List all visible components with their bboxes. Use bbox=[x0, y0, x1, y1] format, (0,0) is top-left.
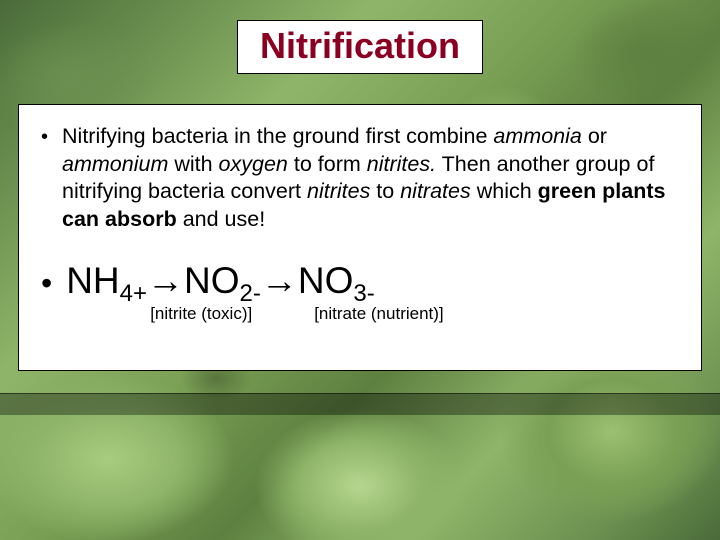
label-nitrate: [nitrate (nutrient)] bbox=[314, 304, 443, 324]
formula-subscript: 2- bbox=[240, 281, 261, 307]
formula-part: NO bbox=[184, 261, 240, 302]
para-seg: Nitrifying bacteria in the ground first … bbox=[62, 124, 493, 148]
para-italic: nitrates bbox=[400, 179, 471, 203]
para-italic: ammonium bbox=[62, 152, 168, 176]
para-seg: to form bbox=[288, 152, 367, 176]
para-seg: and use! bbox=[177, 207, 265, 231]
formula-wrap: NH4+→NO2-→NO3- [nitrite (toxic)] [nitrat… bbox=[66, 261, 443, 324]
para-italic: nitrites. bbox=[367, 152, 436, 176]
para-italic: nitrites bbox=[307, 179, 370, 203]
slide-title: Nitrification bbox=[260, 25, 460, 66]
chemical-formula: NH4+→NO2-→NO3- bbox=[66, 261, 443, 302]
arrow-icon: → bbox=[147, 261, 184, 302]
label-nitrite: [nitrite (toxic)] bbox=[150, 304, 314, 324]
para-italic: ammonia bbox=[493, 124, 581, 148]
formula-part: NH bbox=[66, 261, 119, 302]
para-seg: or bbox=[582, 124, 607, 148]
formula-part: NO bbox=[298, 261, 354, 302]
paragraph-text: Nitrifying bacteria in the ground first … bbox=[62, 123, 679, 233]
bullet-dot-icon: • bbox=[41, 123, 48, 151]
formula-subscript: 3- bbox=[353, 281, 374, 307]
para-seg: which bbox=[471, 179, 538, 203]
bullet-paragraph: • Nitrifying bacteria in the ground firs… bbox=[41, 123, 679, 233]
formula-subscript: 4+ bbox=[120, 281, 147, 307]
content-box: • Nitrifying bacteria in the ground firs… bbox=[18, 104, 702, 371]
para-seg: to bbox=[370, 179, 400, 203]
bullet-formula: • NH4+→NO2-→NO3- [nitrite (toxic)] [nitr… bbox=[41, 261, 679, 324]
arrow-icon: → bbox=[261, 261, 298, 302]
title-box: Nitrification bbox=[237, 20, 483, 74]
background-dark-band bbox=[0, 393, 720, 415]
para-seg: with bbox=[168, 152, 218, 176]
bullet-dot-icon: • bbox=[41, 261, 52, 305]
para-italic: oxygen bbox=[219, 152, 288, 176]
